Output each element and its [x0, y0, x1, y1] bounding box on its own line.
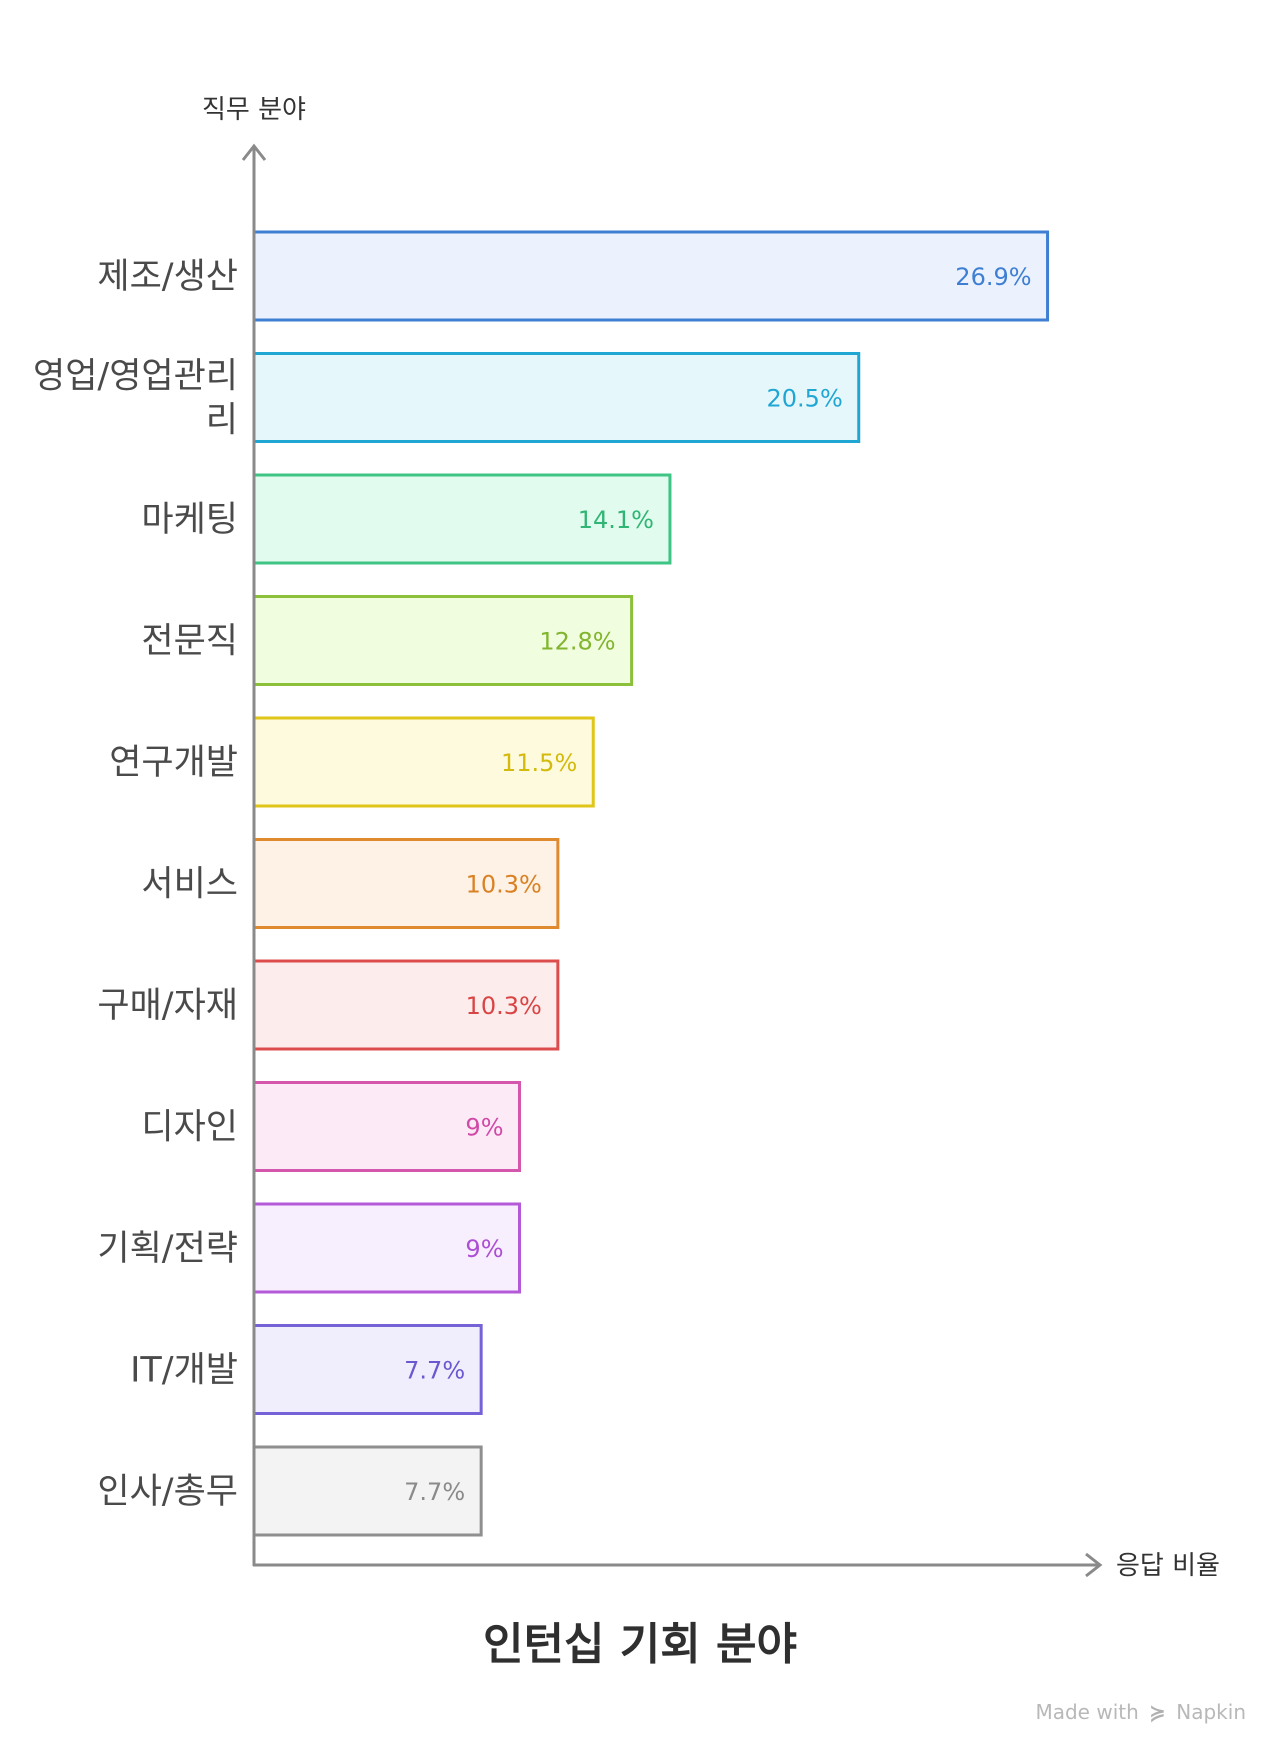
bar — [252, 230, 1050, 322]
bar — [252, 595, 634, 686]
y-axis-arrow — [241, 143, 267, 161]
bar-value-label: 7.7% — [404, 1478, 465, 1506]
bar-value-label: 11.5% — [501, 749, 577, 777]
category-label: 영업/영업관리 — [33, 357, 238, 397]
x-axis-arrow — [1085, 1552, 1103, 1578]
chart-title: 인턴십 기회 분야 — [483, 1619, 797, 1670]
y-axis-title: 직무 분야 — [202, 95, 306, 125]
category-label: 기획/전략 — [97, 1229, 238, 1269]
category-label: 인사/총무 — [97, 1472, 238, 1512]
category-label: 디자인 — [141, 1108, 238, 1148]
bar-value-label: 9% — [465, 1235, 503, 1263]
bar — [252, 473, 672, 565]
bar-value-label: 14.1% — [578, 506, 654, 534]
watermark-prefix: Made with — [1035, 1700, 1139, 1724]
bar — [252, 716, 595, 808]
category-label: IT/개발 — [130, 1351, 238, 1391]
category-label: 연구개발 — [109, 743, 238, 783]
napkin-logo-icon: ≽ — [1149, 1700, 1166, 1724]
bar — [252, 1445, 483, 1537]
bar-value-label: 10.3% — [466, 992, 542, 1020]
bar-value-label: 26.9% — [955, 263, 1031, 291]
category-label: 마케팅 — [141, 500, 238, 540]
bar-value-label: 7.7% — [404, 1357, 465, 1385]
category-label: 서비스 — [141, 865, 238, 905]
category-label: 리 — [206, 401, 238, 441]
bar — [252, 838, 560, 929]
bar — [252, 352, 861, 443]
watermark-brand: Napkin — [1176, 1700, 1246, 1724]
x-axis-title: 응답 비율 — [1116, 1551, 1220, 1581]
category-label: 제조/생산 — [97, 257, 238, 297]
bar — [252, 1081, 521, 1172]
bar-value-label: 20.5% — [767, 385, 843, 413]
bar-value-label: 12.8% — [539, 628, 615, 656]
bar-value-label: 10.3% — [466, 871, 542, 899]
bar-value-label: 9% — [465, 1114, 503, 1142]
watermark: Made with ≽ Napkin — [1035, 1700, 1246, 1724]
category-label: 전문직 — [141, 622, 238, 662]
category-label: 구매/자재 — [97, 986, 238, 1026]
